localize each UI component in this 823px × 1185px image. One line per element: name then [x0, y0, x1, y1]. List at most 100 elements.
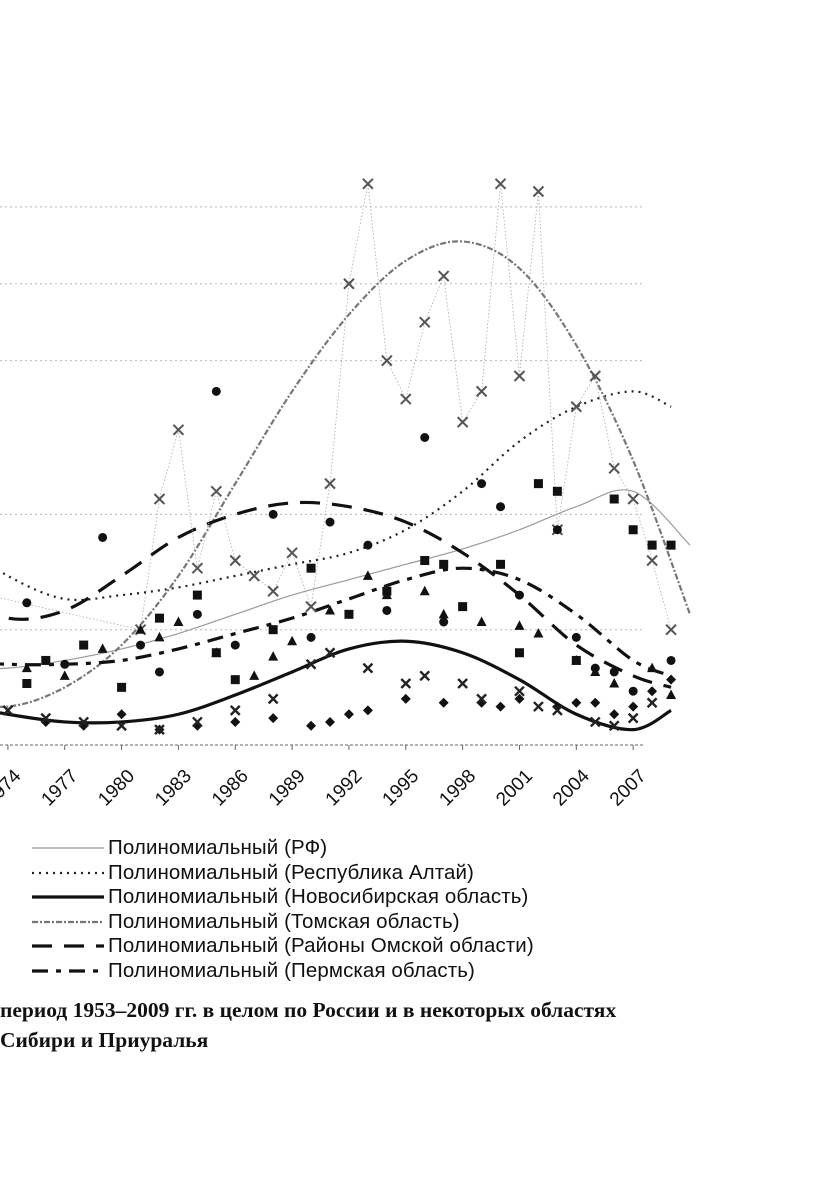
- dot-marker: [230, 640, 240, 650]
- x-marker: [324, 477, 336, 490]
- x-marker-small: [457, 678, 468, 689]
- dot-marker: [211, 386, 221, 396]
- x-marker-small: [154, 724, 165, 735]
- x-marker: [210, 485, 223, 498]
- x-marker-small: [305, 658, 317, 670]
- x-marker: [419, 316, 431, 328]
- dot-marker: [420, 433, 430, 442]
- square-marker: [420, 556, 430, 565]
- dot-marker: [306, 632, 316, 642]
- x-marker: [494, 178, 507, 190]
- x-marker: [400, 393, 412, 405]
- triangle-marker: [21, 662, 32, 673]
- gridlines: [0, 206, 645, 631]
- x-tick-label: 2004: [549, 765, 594, 810]
- square-marker: [666, 540, 676, 550]
- triangle-marker: [249, 670, 260, 680]
- x-marker: [343, 278, 355, 290]
- dot-marker: [136, 640, 146, 650]
- x-marker-small: [324, 647, 336, 659]
- legend-item: Полиномиальный (Томская область): [30, 910, 534, 935]
- triangle-marker: [514, 620, 525, 630]
- square-marker: [230, 675, 240, 685]
- triangle-marker: [325, 604, 335, 615]
- trendlines: [0, 240, 692, 732]
- square-marker: [306, 563, 316, 573]
- dot-marker: [363, 540, 373, 550]
- chart-legend: Полиномиальный (РФ) Полиномиальный (Респ…: [30, 836, 534, 983]
- x-marker-small: [78, 716, 90, 728]
- legend-label: Полиномиальный (Пермская область): [108, 958, 475, 982]
- triangle-marker: [571, 654, 582, 665]
- x-marker: [456, 416, 469, 428]
- x-tick-label: 1989: [265, 766, 310, 811]
- square-marker: [154, 613, 164, 623]
- triangle-marker: [438, 608, 449, 619]
- x-marker-small: [192, 716, 203, 728]
- square-marker: [628, 525, 638, 535]
- x-tick-label: 2007: [606, 766, 651, 811]
- x-marker: [172, 424, 185, 436]
- square-marker: [496, 559, 506, 569]
- trendline-thin-gray: [0, 489, 691, 670]
- diamond-marker: [495, 701, 506, 712]
- x-marker-small: [533, 701, 544, 712]
- x-marker: [513, 370, 526, 382]
- square-marker: [439, 559, 449, 569]
- square-marker: [647, 540, 657, 550]
- x-marker-small: [267, 693, 279, 705]
- triangle-marker: [647, 662, 658, 673]
- square-marker: [22, 679, 32, 688]
- x-marker-small: [362, 662, 374, 674]
- legend-item: Полиномиальный (РФ): [30, 836, 534, 861]
- x-marker-small: [646, 697, 658, 709]
- dot-marker: [60, 659, 70, 669]
- legend-swatch-solid: [32, 895, 104, 899]
- diamond-marker: [647, 686, 658, 697]
- dot-marker: [382, 605, 392, 615]
- legend-item: Полиномиальный (Районы Омской области): [30, 934, 534, 959]
- legend-item: Полиномиальный (Пермская область): [30, 959, 534, 984]
- x-marker: [627, 493, 639, 505]
- triangle-marker: [97, 643, 108, 653]
- diamond-marker: [268, 713, 279, 724]
- triangle-marker: [154, 631, 165, 642]
- x-marker: [665, 623, 677, 636]
- x-marker-small: [608, 720, 620, 732]
- x-marker: [248, 570, 260, 582]
- x-tick-label: 1992: [322, 766, 367, 811]
- triangle-marker: [211, 647, 222, 657]
- caption-line-1: период 1953–2009 гг. в целом по России и…: [0, 998, 617, 1022]
- caption-line-2: Сибири и Приуралья: [0, 1028, 209, 1052]
- legend-item: Полиномиальный (Новосибирская область): [30, 885, 534, 910]
- legend-label: Полиномиальный (Томская область): [108, 909, 460, 933]
- x-marker: [646, 554, 658, 567]
- triangle-marker: [173, 616, 184, 626]
- square-marker: [552, 486, 562, 496]
- x-tick-label: 1977: [38, 766, 83, 811]
- square-marker: [344, 609, 354, 619]
- diamond-marker: [343, 709, 354, 720]
- x-tick-label: 1974: [0, 765, 26, 810]
- square-marker: [533, 479, 543, 489]
- triangle-marker: [590, 666, 601, 676]
- triangle-marker: [268, 651, 279, 661]
- x-marker: [191, 562, 204, 574]
- diamond-marker: [609, 709, 620, 720]
- dot-marker: [325, 517, 335, 527]
- triangle-marker: [666, 689, 677, 700]
- x-tick-label: 2001: [492, 766, 537, 811]
- square-marker: [458, 602, 468, 612]
- diamond-marker: [230, 716, 241, 727]
- x-marker: [532, 185, 545, 198]
- square-marker: [79, 640, 89, 650]
- series-connector: [0, 183, 672, 631]
- chart-plot: 1974 1977 1980 1983 1986 1989 1992 1995 1998 2001…: [0, 178, 692, 811]
- legend-swatch-dash-dot-thick: [32, 969, 104, 973]
- dot-marker: [439, 617, 449, 627]
- dot-marker: [477, 479, 487, 489]
- square-marker: [268, 625, 278, 635]
- dot-marker: [514, 590, 524, 600]
- x-marker: [475, 385, 488, 398]
- triangle-marker: [533, 628, 544, 638]
